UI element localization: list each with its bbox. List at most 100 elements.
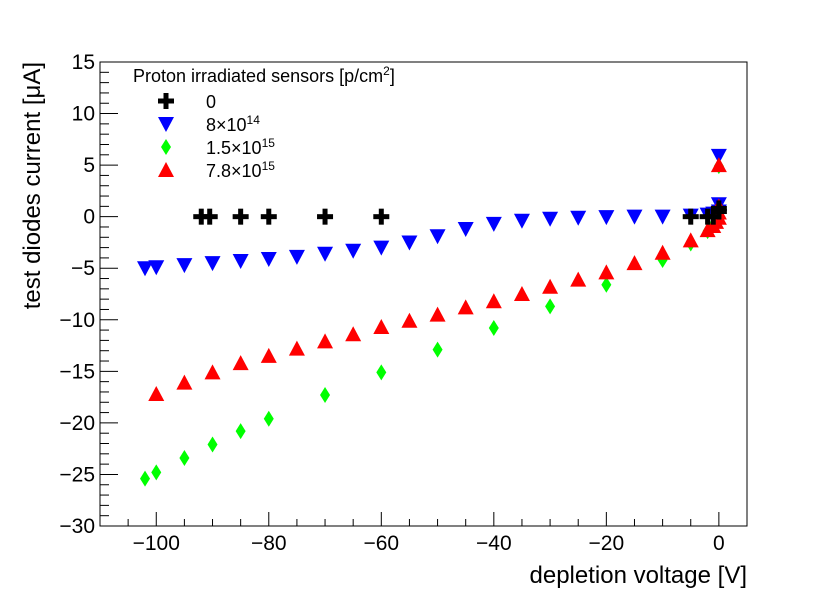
data-point xyxy=(626,209,643,225)
data-point xyxy=(429,229,446,245)
cross-v xyxy=(207,208,213,225)
legend-label-exponent: 15 xyxy=(262,136,276,150)
legend-marker xyxy=(161,139,171,155)
data-point xyxy=(260,347,277,363)
x-tick-label: −40 xyxy=(476,532,512,555)
cross-v xyxy=(198,208,204,225)
y-tick-label: −25 xyxy=(59,463,95,486)
data-point xyxy=(488,320,499,337)
x-axis-title: depletion voltage [V] xyxy=(530,562,748,589)
legend-title: Proton irradiated sensors [p/cm2] xyxy=(133,64,395,86)
y-tick-label: 5 xyxy=(83,154,95,177)
series-0 xyxy=(193,200,727,225)
legend-marker xyxy=(158,117,174,132)
legend-marker xyxy=(158,162,174,177)
data-point xyxy=(207,436,218,453)
data-point xyxy=(598,264,615,280)
data-point xyxy=(545,298,556,315)
legend-entry: 0 xyxy=(158,92,216,112)
data-point xyxy=(179,449,190,466)
data-point xyxy=(151,464,162,481)
y-tick-label: −10 xyxy=(59,309,95,332)
data-point xyxy=(193,208,210,225)
data-point xyxy=(232,254,249,270)
legend-marker xyxy=(158,93,174,109)
legend-title-text: Proton irradiated sensors [p/cm xyxy=(133,66,383,86)
data-point xyxy=(513,213,530,229)
data-point xyxy=(176,374,193,390)
data-point xyxy=(654,244,671,260)
data-point xyxy=(317,246,334,262)
data-point xyxy=(232,208,249,225)
data-point xyxy=(654,209,671,225)
legend-label-exponent: 15 xyxy=(262,159,276,173)
cross-v xyxy=(238,208,244,225)
data-point xyxy=(140,470,151,487)
data-point xyxy=(710,157,727,173)
data-point xyxy=(204,256,221,272)
data-point xyxy=(260,251,277,267)
data-point xyxy=(401,235,418,251)
x-tick-label: 0 xyxy=(713,532,725,555)
cross-v xyxy=(322,208,328,225)
y-axis-title: test diodes current [μA] xyxy=(19,62,46,309)
y-tick-label: 10 xyxy=(72,103,95,126)
data-point xyxy=(682,208,699,225)
x-tick-label: −100 xyxy=(133,532,180,555)
data-point xyxy=(570,210,587,226)
legend-title-sup: 2 xyxy=(383,64,390,78)
data-point xyxy=(201,208,218,225)
data-point xyxy=(235,423,246,440)
data-point xyxy=(288,249,305,265)
data-point xyxy=(601,276,612,293)
data-point xyxy=(710,200,727,217)
data-point xyxy=(373,240,390,256)
x-tick-label: −60 xyxy=(363,532,399,555)
data-point xyxy=(376,364,387,381)
cross-v xyxy=(710,208,716,225)
legend-label-base: 8×10 xyxy=(206,115,247,135)
x-tick-label: −20 xyxy=(589,532,625,555)
data-point xyxy=(542,278,559,294)
legend-label-base: 1.5×10 xyxy=(206,138,262,158)
legend: Proton irradiated sensors [p/cm2] 08×101… xyxy=(133,64,395,181)
cross-v xyxy=(688,208,694,225)
data-point xyxy=(320,387,331,404)
data-point xyxy=(148,260,165,276)
data-point xyxy=(288,340,305,356)
legend-title-end: ] xyxy=(390,66,395,86)
data-point xyxy=(485,216,502,232)
legend-label: 7.8×1015 xyxy=(206,159,275,181)
y-tick-label: −30 xyxy=(59,515,95,538)
data-point xyxy=(542,211,559,227)
data-point xyxy=(705,208,722,225)
data-point xyxy=(260,208,277,225)
data-point xyxy=(485,293,502,309)
axes: −100 −80 −60 −40 −20 0 −30 −25 −20 −15 −10 −5 0 5 10 15 xyxy=(59,51,748,555)
data-point xyxy=(317,208,334,225)
data-point xyxy=(345,243,362,259)
cross-v xyxy=(716,200,722,217)
legend-label-exponent: 14 xyxy=(247,113,261,127)
data-point xyxy=(317,333,334,349)
y-tick-label: −20 xyxy=(59,412,95,435)
legend-label: 0 xyxy=(206,92,216,112)
plot-area xyxy=(137,148,727,487)
x-tick-label: −80 xyxy=(251,532,287,555)
y-tick-label: 0 xyxy=(83,206,95,229)
y-tick-label: −5 xyxy=(71,257,95,280)
legend-entry: 1.5×1015 xyxy=(161,136,275,158)
data-point xyxy=(682,232,699,248)
cross-v xyxy=(266,208,272,225)
legend-label: 1.5×1015 xyxy=(206,136,275,158)
data-point xyxy=(148,386,165,402)
data-point xyxy=(137,261,154,277)
data-point xyxy=(626,255,643,271)
data-point xyxy=(710,148,727,164)
series-1 xyxy=(137,148,727,277)
legend-label-base: 7.8×10 xyxy=(206,161,262,181)
y-tick-label: −15 xyxy=(59,360,95,383)
